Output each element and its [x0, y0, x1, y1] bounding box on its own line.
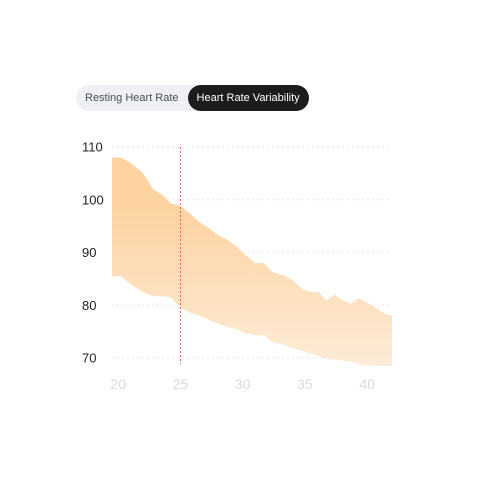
x-tick-label: 20: [110, 376, 126, 392]
y-tick-label: 90: [82, 245, 96, 260]
y-tick-label: 110: [82, 140, 103, 155]
x-tick-label: 35: [297, 376, 313, 392]
y-axis: 70 80 90 100 110: [82, 140, 104, 366]
range-band: [112, 157, 392, 367]
tab-resting-heart-rate[interactable]: Resting Heart Rate: [85, 92, 179, 104]
x-tick-label: 30: [235, 376, 251, 392]
x-axis: 20 25 30 35 40: [110, 376, 375, 392]
x-tick-label: 25: [173, 376, 189, 392]
y-tick-label: 80: [82, 298, 96, 313]
y-tick-label: 100: [82, 192, 104, 207]
x-tick-label: 40: [359, 376, 375, 392]
metric-toggle: Resting Heart Rate Heart Rate Variabilit…: [76, 85, 309, 111]
tab-heart-rate-variability[interactable]: Heart Rate Variability: [187, 85, 309, 111]
y-tick-label: 70: [82, 351, 96, 366]
